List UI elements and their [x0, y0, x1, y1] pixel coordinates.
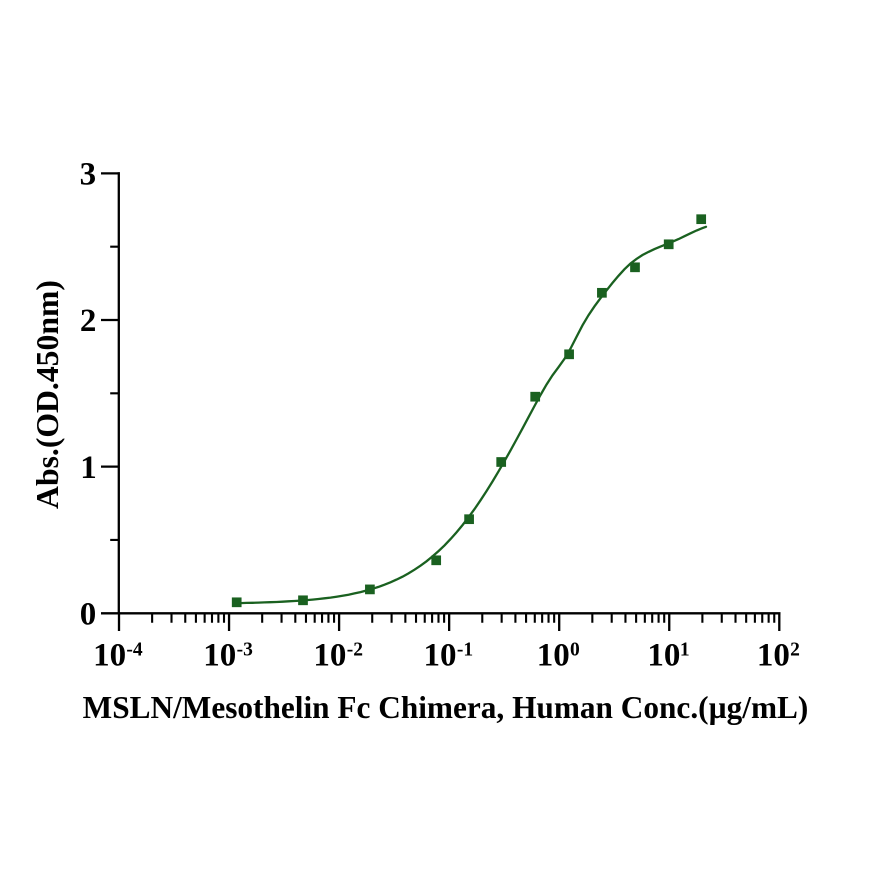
svg-text:2: 2 [790, 640, 800, 661]
svg-text:10: 10 [313, 638, 346, 674]
svg-text:0: 0 [80, 596, 97, 632]
svg-text:-3: -3 [237, 640, 253, 661]
svg-text:0: 0 [570, 640, 580, 661]
svg-text:-4: -4 [126, 640, 142, 661]
svg-text:10: 10 [203, 638, 236, 674]
svg-text:10: 10 [537, 638, 570, 674]
svg-text:10: 10 [647, 638, 680, 674]
svg-text:10: 10 [757, 638, 790, 674]
svg-text:2: 2 [80, 303, 97, 339]
svg-text:1: 1 [680, 640, 690, 661]
svg-text:3: 3 [80, 157, 97, 193]
svg-text:MSLN/Mesothelin Fc Chimera, Hu: MSLN/Mesothelin Fc Chimera, Human Conc.(… [83, 690, 809, 725]
svg-text:-1: -1 [457, 640, 473, 661]
svg-text:Abs.(OD.450nm): Abs.(OD.450nm) [30, 280, 65, 509]
svg-text:10: 10 [93, 638, 126, 674]
svg-text:10: 10 [424, 638, 457, 674]
svg-text:-2: -2 [347, 640, 363, 661]
svg-text:1: 1 [80, 450, 97, 486]
